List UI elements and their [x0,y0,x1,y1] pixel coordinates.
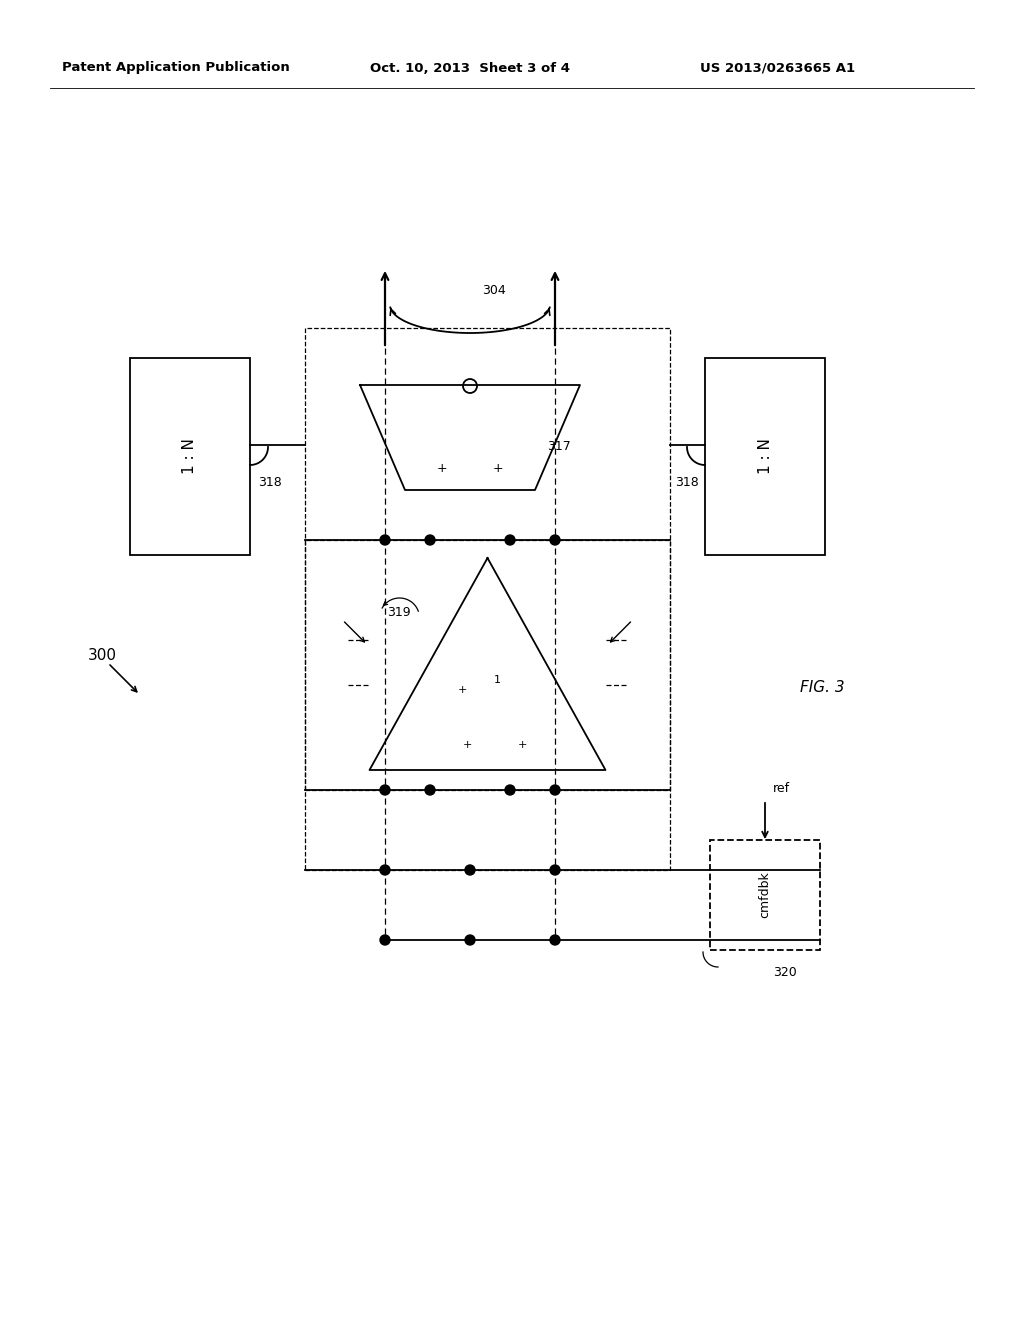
Bar [710,840,820,950]
Bar [305,540,670,789]
Text: +: + [518,741,527,750]
Circle shape [550,935,560,945]
Text: +: + [463,741,472,750]
Circle shape [465,935,475,945]
Bar [705,358,825,554]
Circle shape [550,535,560,545]
Text: 318: 318 [675,477,698,490]
Circle shape [425,785,435,795]
Text: US 2013/0263665 A1: US 2013/0263665 A1 [700,62,855,74]
Text: 320: 320 [773,965,797,978]
Circle shape [550,785,560,795]
Text: 304: 304 [482,285,506,297]
Circle shape [550,865,560,875]
Circle shape [505,785,515,795]
Circle shape [465,865,475,875]
Text: 319: 319 [387,606,411,619]
Circle shape [380,865,390,875]
Text: 1 : N: 1 : N [182,438,198,474]
Text: cmfdbk: cmfdbk [759,871,771,919]
Bar [130,358,250,554]
Text: 1 : N: 1 : N [758,438,772,474]
Text: +: + [458,685,467,696]
Text: ref: ref [773,781,791,795]
Text: 1: 1 [494,675,501,685]
Text: 317: 317 [547,441,570,454]
Circle shape [425,535,435,545]
Text: Oct. 10, 2013  Sheet 3 of 4: Oct. 10, 2013 Sheet 3 of 4 [370,62,570,74]
Circle shape [380,535,390,545]
Text: FIG. 3: FIG. 3 [800,681,845,696]
Text: Patent Application Publication: Patent Application Publication [62,62,290,74]
Text: 318: 318 [258,477,282,490]
Circle shape [505,535,515,545]
Circle shape [380,935,390,945]
Text: 300: 300 [88,648,117,663]
Circle shape [380,785,390,795]
Text: +: + [436,462,447,474]
Text: +: + [493,462,504,474]
Bar [305,327,670,870]
